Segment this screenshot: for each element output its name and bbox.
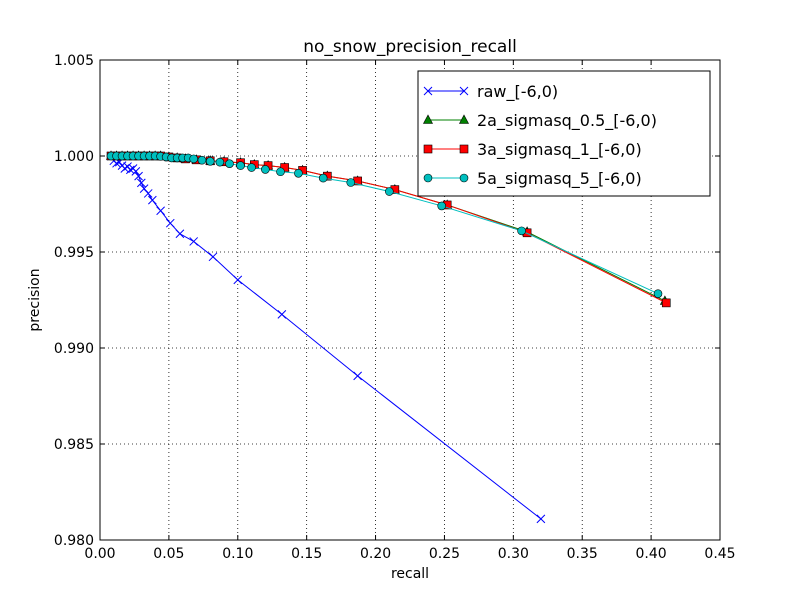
x-tick-label: 0.25 xyxy=(429,546,460,562)
x-tick-label: 0.15 xyxy=(291,546,322,562)
legend: raw_[-6,0) 2a_sigmasq_0.5_[-6,0) 3a_sigmas… xyxy=(417,70,711,197)
data-point xyxy=(536,514,546,524)
x-tick-label: 0.30 xyxy=(498,546,529,562)
legend-label: 5a_sigmasq_5_[-6,0) xyxy=(477,169,642,189)
x-tick-label: 0.10 xyxy=(222,546,253,562)
legend-entry-4: 5a_sigmasq_5_[-6,0) xyxy=(423,169,642,189)
data-point xyxy=(517,226,526,236)
marker-stroke xyxy=(459,86,469,96)
y-tick-label: 1.005 xyxy=(54,53,94,69)
legend-entry-3: 3a_sigmasq_1_[-6,0) xyxy=(423,140,642,160)
data-point xyxy=(143,189,153,198)
legend-marker xyxy=(459,86,469,96)
x-tick-label: 0.05 xyxy=(153,546,184,562)
marker-stroke xyxy=(175,229,185,239)
series-4 xyxy=(106,151,663,298)
data-point xyxy=(134,171,143,181)
marker-stroke xyxy=(189,237,199,246)
data-point xyxy=(233,275,243,285)
data-point xyxy=(653,289,663,298)
marker-stroke xyxy=(112,158,121,168)
y-tick-label: 0.980 xyxy=(54,533,94,549)
data-point xyxy=(346,178,356,187)
marker-stroke xyxy=(353,371,362,381)
marker-stroke xyxy=(208,252,218,262)
legend-marker xyxy=(459,114,469,124)
y-axis-title: precision xyxy=(27,268,43,331)
series-layer xyxy=(106,150,671,524)
data-point xyxy=(131,167,141,176)
marker-stroke xyxy=(536,514,546,524)
ticks: 0.00 0.05 0.10 0.15 0.20 0.25 0.30 0.35 0.40 0.45… xyxy=(54,53,736,562)
marker-stroke xyxy=(148,195,157,205)
marker-stroke xyxy=(131,167,141,176)
y-tick-label: 0.985 xyxy=(54,437,94,453)
legend-marker xyxy=(459,144,469,154)
data-point xyxy=(208,252,218,262)
data-point xyxy=(294,168,303,178)
series-1 xyxy=(106,151,546,524)
y-tick-label: 1.000 xyxy=(54,149,94,165)
data-point xyxy=(125,165,135,175)
marker-stroke xyxy=(156,206,165,216)
data-point xyxy=(112,158,121,168)
x-tick-label: 0.45 xyxy=(704,546,735,562)
legend-marker xyxy=(459,173,469,183)
data-point xyxy=(661,298,671,308)
data-point xyxy=(189,237,199,246)
data-point xyxy=(136,178,146,188)
marker-stroke xyxy=(143,189,153,198)
x-tick-label: 0.00 xyxy=(84,546,115,562)
data-point xyxy=(175,229,185,239)
data-point xyxy=(277,310,287,319)
marker-stroke xyxy=(165,218,175,228)
marker-stroke xyxy=(136,178,146,188)
x-tick-label: 0.35 xyxy=(567,546,598,562)
legend-marker xyxy=(423,144,433,154)
legend-entry-1: raw_[-6,0) xyxy=(423,82,558,102)
data-point xyxy=(205,157,215,166)
marker-stroke xyxy=(423,86,433,96)
data-point xyxy=(197,155,207,165)
data-point xyxy=(318,173,328,183)
x-axis-title: recall xyxy=(391,566,429,582)
data-point xyxy=(276,167,285,177)
legend-label: 2a_sigmasq_0.5_[-6,0) xyxy=(477,111,657,131)
data-point xyxy=(236,161,245,170)
marker-stroke xyxy=(277,310,287,319)
legend-label: raw_[-6,0) xyxy=(477,82,558,102)
chart-title: no_snow_precision_recall xyxy=(303,37,517,57)
marker-stroke xyxy=(139,184,149,193)
data-point xyxy=(437,201,446,211)
plot-frame xyxy=(99,59,721,541)
legend-marker xyxy=(423,173,433,183)
marker-stroke xyxy=(233,275,243,285)
marker-stroke xyxy=(134,171,143,181)
data-point xyxy=(385,187,394,196)
marker-stroke xyxy=(125,165,135,175)
data-point xyxy=(156,206,165,216)
data-point xyxy=(353,371,362,381)
data-point xyxy=(261,165,270,174)
legend-label: 3a_sigmasq_1_[-6,0) xyxy=(477,140,642,160)
legend-marker xyxy=(423,114,433,124)
legend-entry-2: 2a_sigmasq_0.5_[-6,0) xyxy=(423,111,657,131)
y-tick-label: 0.990 xyxy=(54,341,94,357)
data-point xyxy=(225,159,234,168)
x-tick-label: 0.20 xyxy=(360,546,391,562)
y-tick-label: 0.995 xyxy=(54,245,94,261)
data-point xyxy=(215,157,225,167)
data-point xyxy=(165,218,175,228)
legend-marker xyxy=(423,86,433,96)
data-point xyxy=(247,163,256,172)
x-tick-label: 0.40 xyxy=(636,546,667,562)
data-point xyxy=(189,154,198,164)
data-point xyxy=(148,195,157,205)
